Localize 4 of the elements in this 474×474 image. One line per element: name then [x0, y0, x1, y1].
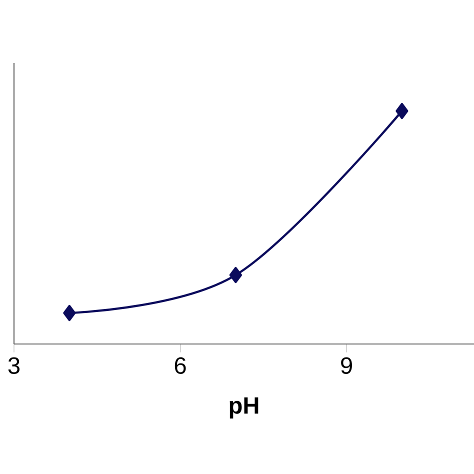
x-tick-label: 6 [174, 357, 186, 374]
x-tick-label: 3 [8, 357, 20, 374]
x-axis-title: pH [230, 397, 258, 418]
x-tick-label: 9 [341, 357, 352, 374]
